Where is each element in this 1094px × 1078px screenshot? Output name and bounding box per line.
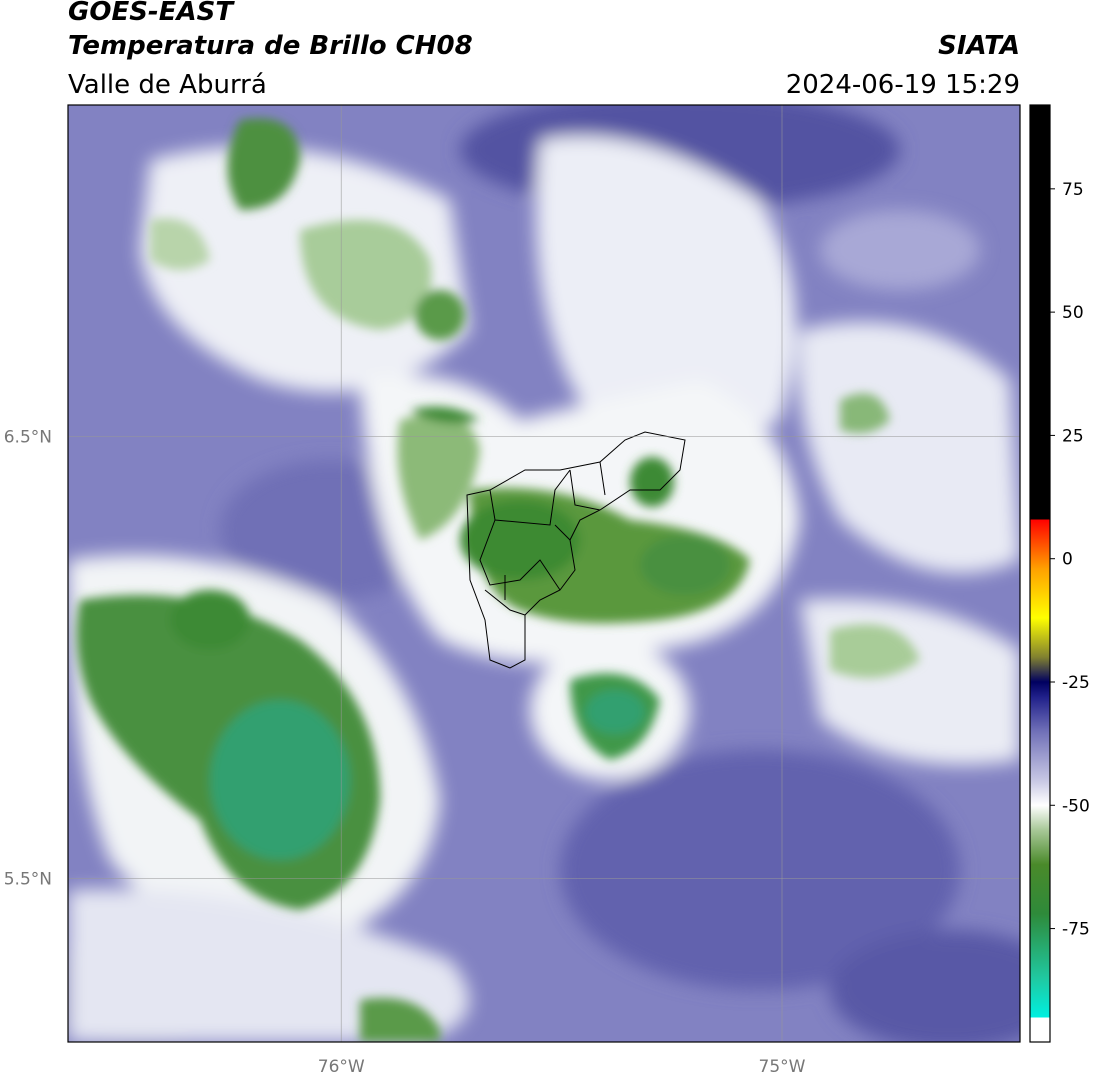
satellite-image [68, 105, 1020, 1042]
datetime: 2024-06-19 15:29 [786, 70, 1020, 100]
map-frame [67, 104, 1021, 1043]
colorbar-tick-label: 75 [1062, 180, 1084, 200]
colorbar-tick-label: -25 [1062, 673, 1090, 693]
subtitle: Temperatura de Brillo CH08 [68, 31, 473, 61]
region: Valle de Aburrá [68, 70, 267, 100]
colorbar-tick-label: 50 [1062, 303, 1084, 323]
source: SIATA [938, 31, 1020, 61]
colorbar-tick-label: 0 [1062, 550, 1073, 570]
title: GOES-EAST [68, 0, 235, 27]
colorbar-tick-label: 25 [1062, 426, 1084, 446]
y-tick-label: 5.5°N [4, 869, 52, 889]
colorbar [1029, 104, 1051, 1043]
aburra-valley-outline [466, 431, 686, 669]
x-tick-label: 75°W [759, 1057, 806, 1077]
colorbar-tick-label: -50 [1062, 796, 1090, 816]
y-tick-label: 6.5°N [4, 427, 52, 447]
colorbar-tick-label: -75 [1062, 920, 1090, 940]
x-tick-label: 76°W [318, 1057, 365, 1077]
